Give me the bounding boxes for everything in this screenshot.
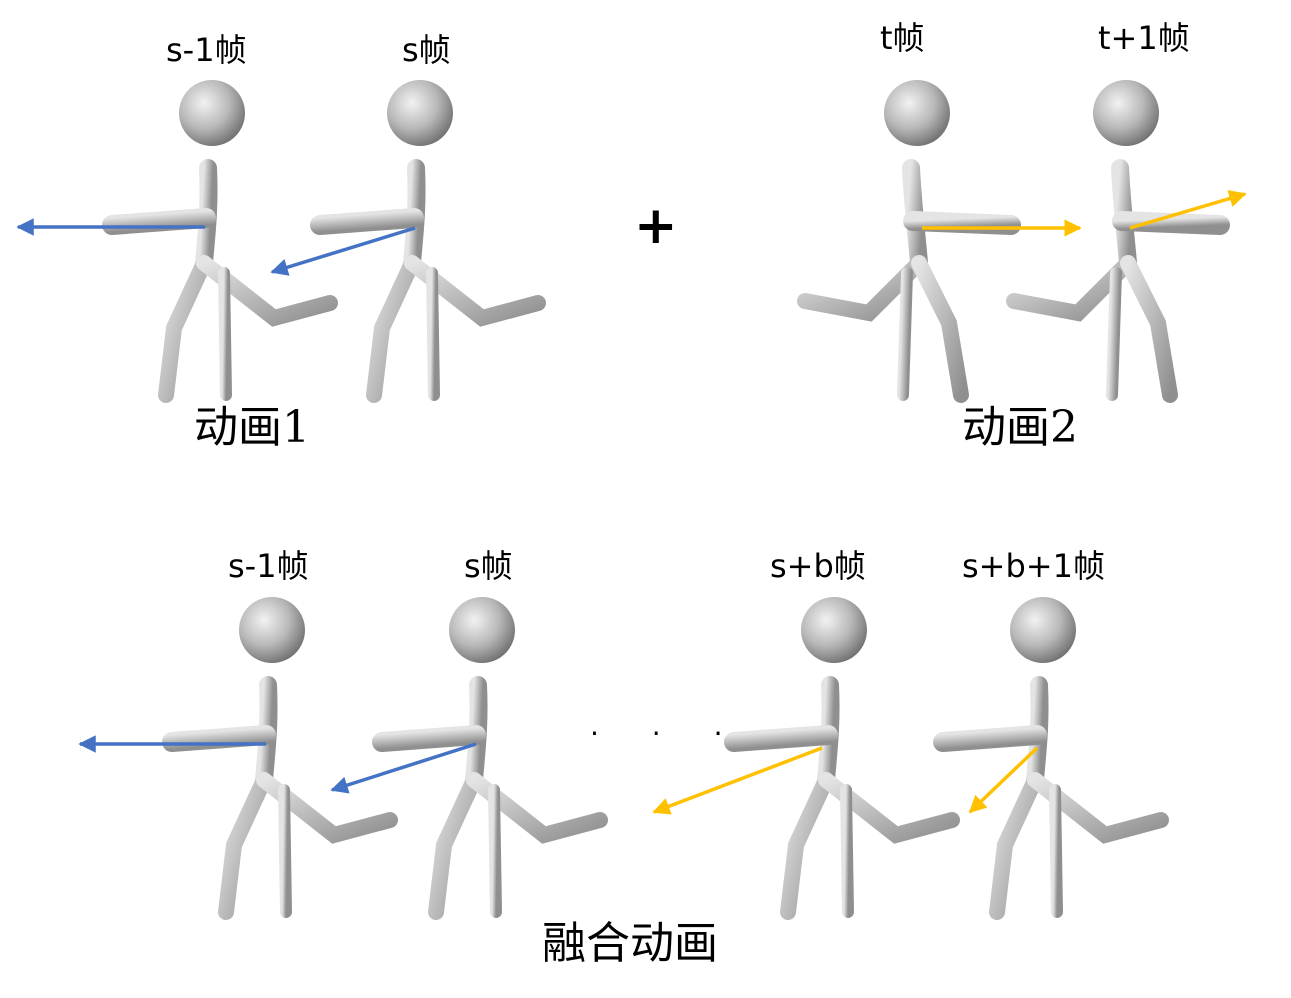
direction-arrow-icon: [270, 226, 416, 276]
direction-arrow-icon: [652, 746, 823, 815]
direction-arrow-icon: [1129, 190, 1247, 230]
anim1-frame-label: s帧: [402, 31, 451, 69]
direction-arrow-icon: [330, 742, 477, 794]
anim1-frame-label: s-1帧: [166, 31, 247, 69]
anim1-figure-2: [270, 80, 538, 395]
stick-figure-walker-icon: [1014, 80, 1220, 395]
stick-figure-walker-icon: [172, 597, 390, 912]
blend-figure-2: [330, 597, 600, 912]
stick-figure-walker-icon: [734, 597, 952, 912]
ellipsis-indicator: · · ·: [590, 717, 745, 750]
blend-caption: 融合动画: [542, 918, 718, 969]
anim2-figure-1: [805, 80, 1082, 395]
anim1-figure-1: [16, 80, 330, 395]
blend-figure-1: [78, 597, 390, 912]
blend-frame-label: s帧: [464, 547, 513, 585]
stick-figure-walker-icon: [320, 80, 538, 395]
blend-figure-4: [943, 597, 1161, 912]
stick-figure-walker-icon: [112, 80, 330, 395]
anim2-figure-2: [1014, 80, 1247, 395]
blend-frame-label: s-1帧: [228, 547, 309, 585]
blend-frame-label: s+b+1帧: [962, 547, 1105, 585]
plus-operator: +: [634, 196, 678, 256]
stick-figure-walker-icon: [943, 597, 1161, 912]
blend-frame-label: s+b帧: [770, 547, 866, 585]
stick-figure-walker-icon: [382, 597, 600, 912]
direction-arrow-icon: [968, 746, 1039, 814]
stick-figure-walker-icon: [805, 80, 1011, 395]
blend-figure-3: [652, 597, 952, 912]
anim2-frame-label: t帧: [880, 19, 925, 57]
anim1-caption: 动画1: [194, 402, 310, 453]
anim2-caption: 动画2: [962, 402, 1078, 453]
anim2-frame-label: t+1帧: [1098, 19, 1190, 57]
